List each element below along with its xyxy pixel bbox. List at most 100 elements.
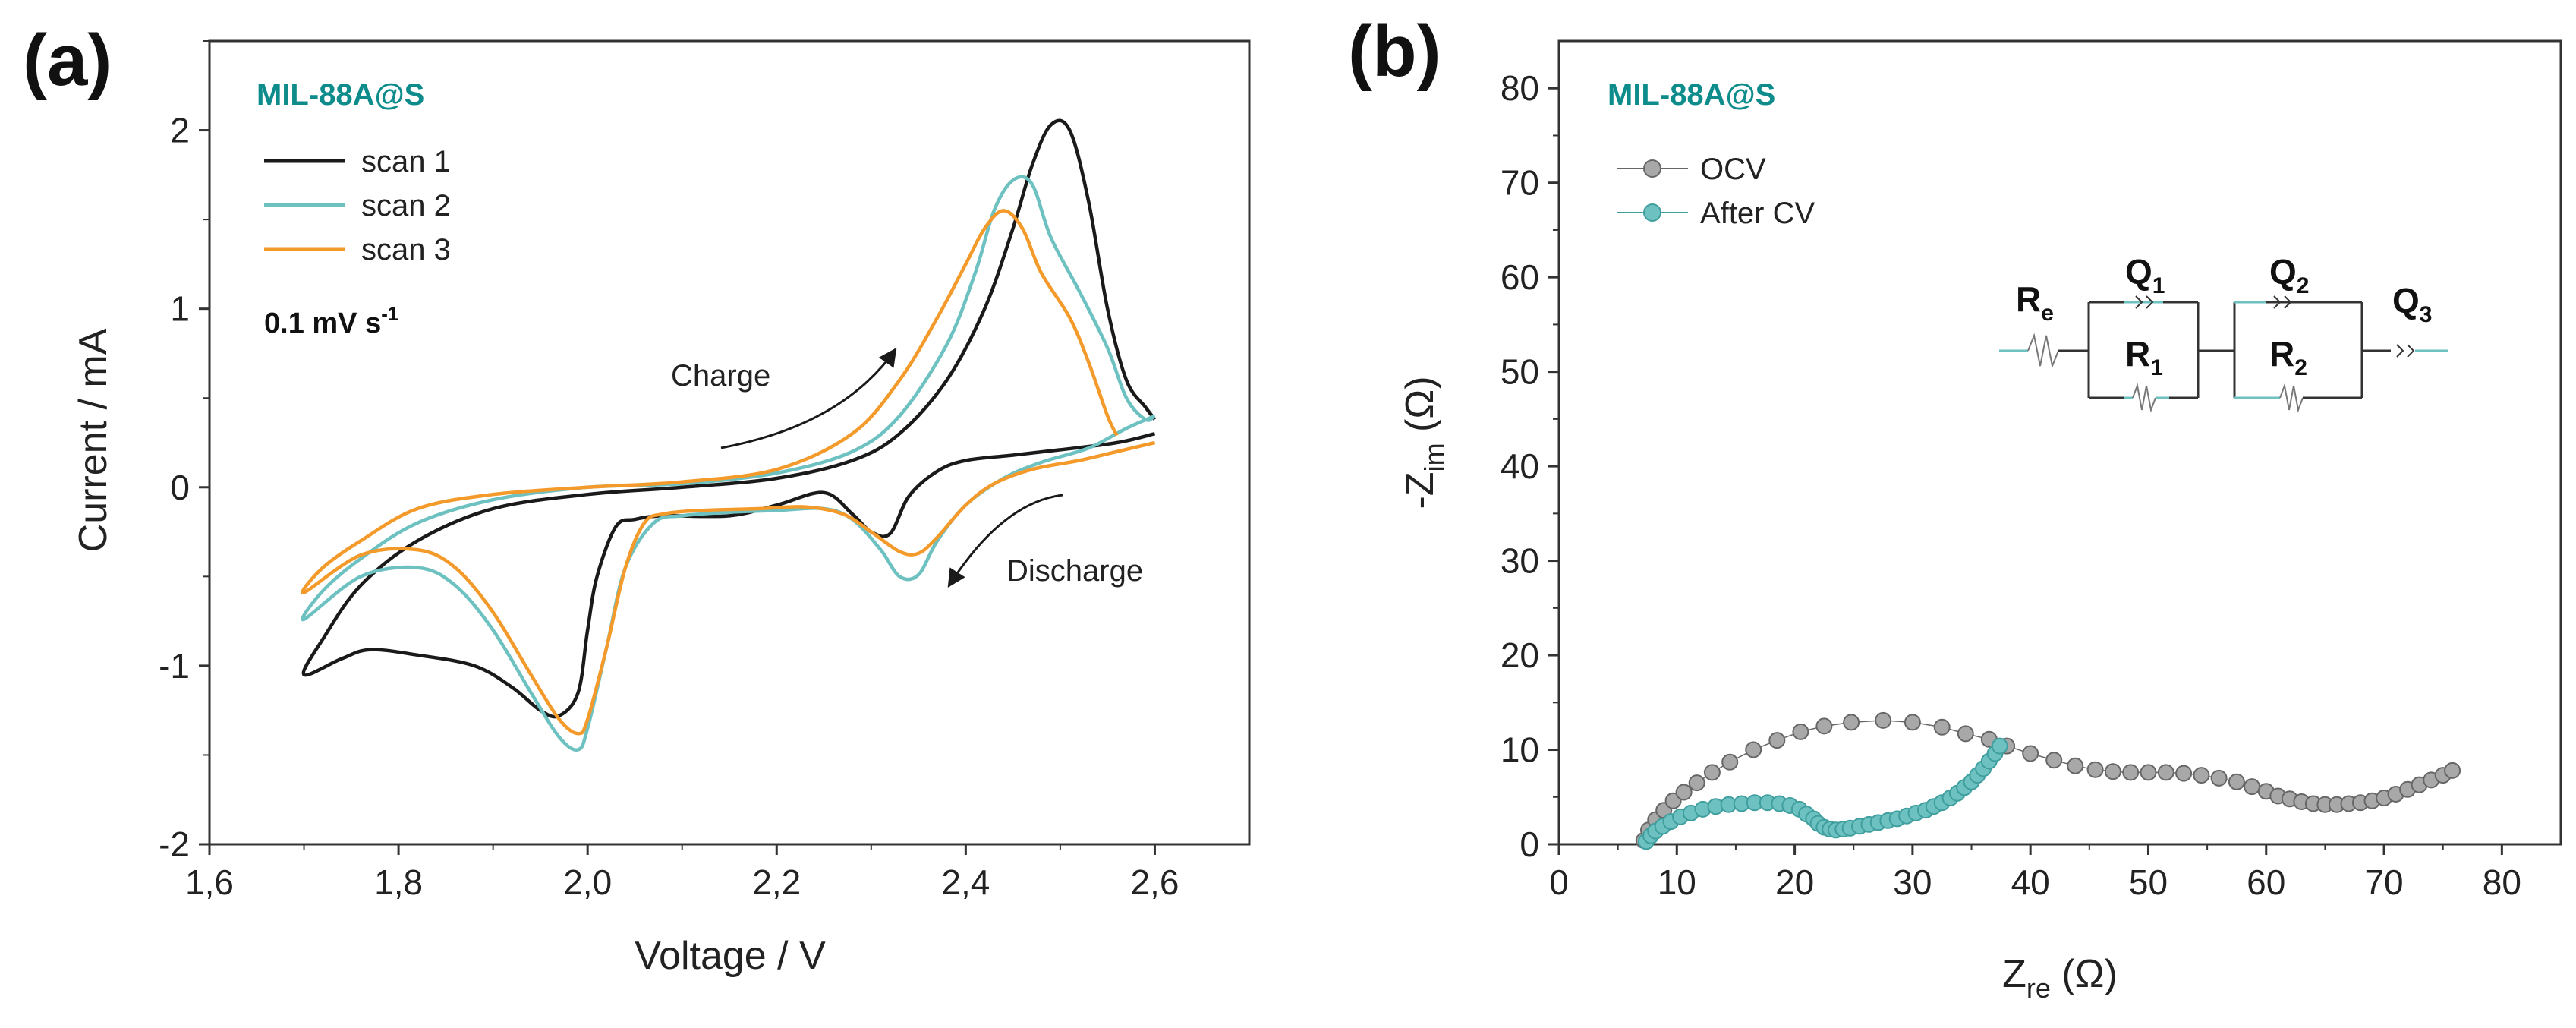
panel-a-cv-chart: (a) 1,6 1,8 2,0 2,2 2,4 2,6 -2 -1 0 1 2 Current / … [23,20,1251,978]
cv-series-line-2 [301,175,1156,752]
legend-label-ocv: OCV [1700,153,1766,186]
panel-b-x-tick-label: 20 [1775,862,1814,902]
panel-a-x-tick-label: 2,0 [563,862,612,902]
panel-a-y-tick-label: -2 [159,825,190,864]
panel-b-y-tick-label: 60 [1501,257,1539,297]
panel-b-x-tick-label: 30 [1893,862,1932,902]
panel-a-scan-rate: 0.1 mV s-1 [264,302,398,339]
panel-b-sample-name: MIL-88A@S [1608,78,1775,112]
nyquist-point-ocv [2104,763,2121,780]
panel-a-series [301,118,1157,752]
charge-arrow [720,348,897,449]
nyquist-point-ocv [1792,723,1809,740]
nyquist-point-ocv [1703,764,1721,781]
nyquist-point-ocv [2175,765,2193,782]
discharge-annotation: Discharge [1006,554,1143,588]
panel-b-y-tick-label: 10 [1501,730,1539,770]
nyquist-point-after-cv [1991,737,2008,755]
nyquist-point-ocv [2444,762,2461,779]
panel-a-y-tick-label: -1 [159,646,190,686]
r1-label: R1 [2125,334,2163,380]
nyquist-point-ocv [1721,753,1739,771]
nyquist-point-ocv [2122,764,2140,781]
panel-b-x-tick-label: 60 [2247,862,2285,902]
panel-a-legend: scan 1 scan 2 scan 3 [264,145,451,266]
y-label-unit: (Ω) [1398,376,1442,443]
nyquist-point-ocv [2022,745,2039,762]
nyquist-point-ocv [2086,761,2104,778]
legend-label-scan-2: scan 2 [361,189,451,222]
panel-b-x-tick-label: 70 [2364,862,2403,902]
legend-label-scan-1: scan 1 [361,145,451,178]
nyquist-point-ocv [2140,764,2157,781]
r2-resistor-symbol [2279,383,2304,413]
panel-b-label: (b) [1348,11,1441,92]
nyquist-point-ocv [1933,718,1951,736]
panel-b-y-tick-label: 80 [1501,68,1539,108]
nyquist-series-line-1 [1643,720,2453,841]
nyquist-point-ocv [2045,752,2063,769]
nyquist-point-ocv [2244,778,2261,796]
panel-b-y-tick-label: 40 [1501,446,1539,486]
panel-b-series [1635,711,2461,850]
y-label-main: -Z [1398,471,1442,509]
cv-series-line-3 [301,209,1156,736]
equivalent-circuit-diagram: Re Q1 R1 Q2 R2 Q3 [1999,252,2448,413]
legend-marker-ocv [1643,159,1661,178]
panel-b-y-tick-label: 50 [1501,352,1539,392]
panel-a-x-tick-label: 2,6 [1130,862,1179,902]
nyquist-point-ocv [2210,769,2228,787]
nyquist-point-ocv [1843,714,1860,731]
y-label-sub: im [1419,443,1450,471]
panel-a-y-tick-label: 0 [170,468,190,507]
nyquist-point-ocv [1957,725,1974,743]
panel-a-x-tick-label: 2,4 [941,862,990,902]
nyquist-point-ocv [1875,711,1892,729]
q3-cpe-symbol [2396,344,2415,358]
nyquist-point-ocv [1815,717,1833,735]
panel-a-axes: 1,6 1,8 2,0 2,2 2,4 2,6 -2 -1 0 1 2 [159,40,1179,902]
legend-marker-after-cv [1643,203,1661,222]
nyquist-point-ocv [1768,732,1786,749]
panel-b-x-tick-label: 50 [2129,862,2168,902]
panel-b-x-tick-label: 80 [2483,862,2521,902]
nyquist-point-ocv [2067,757,2084,774]
panel-b-x-axis-label: Zre (Ω) [2002,952,2118,1004]
panel-a-y-axis-label: Current / mA [71,328,115,552]
nyquist-point-ocv [1904,714,1921,731]
q1-label: Q1 [2125,252,2165,298]
panel-a-plot-frame [208,39,1251,846]
charge-annotation: Charge [671,359,770,393]
x-label-main: Z [2002,952,2026,996]
x-label-unit: (Ω) [2051,952,2118,996]
panel-a-label: (a) [23,20,112,101]
q3-label: Q3 [2392,281,2432,327]
nyquist-point-ocv [1675,784,1693,801]
panel-a-x-tick-label: 2,2 [752,862,801,902]
scan-rate-exponent: -1 [381,302,398,325]
re-label: Re [2016,279,2054,326]
q1-cpe-symbol [2135,295,2154,309]
discharge-arrow [947,494,1063,588]
nyquist-point-ocv [2193,767,2210,784]
r1-resistor-symbol [2132,383,2156,413]
panel-b-plot-frame [1557,39,2562,846]
x-label-sub: re [2026,973,2051,1004]
panel-b-axes: 0 10 20 30 40 50 60 70 80 0 10 20 30 40 50 60 70 80 [1501,68,2521,902]
panel-b-x-tick-label: 0 [1549,862,1569,902]
nyquist-point-ocv [1745,741,1762,758]
nyquist-point-ocv [2228,773,2245,790]
nyquist-point-ocv [1688,774,1705,792]
panel-b-y-axis-label: -Zim (Ω) [1398,376,1450,509]
panel-b-eis-chart: (b) 0 10 20 30 40 50 60 70 80 0 10 20 30 40 50 60 70 80 -… [1348,11,2562,1004]
q2-cpe-symbol [2273,295,2292,309]
panel-b-legend: OCV After CV [1617,153,1815,230]
panel-b-y-tick-label: 20 [1501,635,1539,675]
panel-a-y-tick-label: 1 [170,289,190,329]
legend-label-after-cv: After CV [1700,197,1815,230]
scan-rate-value: 0.1 mV s [264,307,381,339]
panel-a-x-tick-label: 1,6 [185,862,234,902]
panel-a-x-axis-label: Voltage / V [635,934,826,978]
nyquist-point-ocv [2157,764,2174,781]
panel-a-y-tick-label: 2 [170,111,190,150]
